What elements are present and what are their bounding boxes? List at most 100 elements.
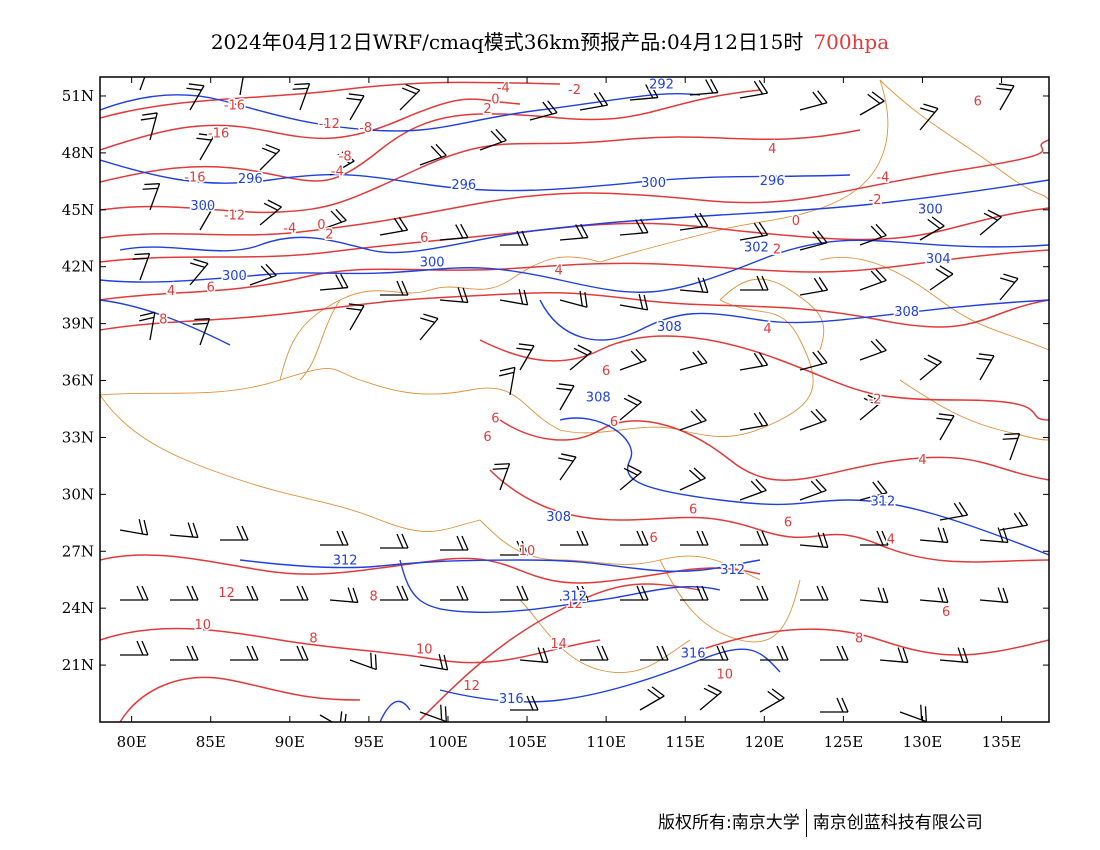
wind-barb bbox=[329, 151, 355, 176]
barb-feather bbox=[139, 316, 155, 322]
wind-barb bbox=[679, 277, 709, 294]
wind-barbs bbox=[119, 77, 1029, 722]
barb-feather bbox=[455, 224, 464, 239]
wind-barb bbox=[170, 645, 199, 661]
wind-barb bbox=[620, 585, 649, 601]
barb-feather bbox=[696, 585, 704, 601]
wind-barb bbox=[799, 90, 828, 111]
wind-barb bbox=[739, 478, 767, 501]
wind-barb bbox=[439, 287, 469, 304]
barb-feather bbox=[374, 654, 377, 670]
barb-feather bbox=[651, 686, 665, 697]
barb-staff bbox=[979, 599, 1008, 604]
temperature-label: 6 bbox=[784, 516, 792, 531]
barb-feather bbox=[584, 292, 588, 308]
barb-staff bbox=[349, 95, 365, 121]
barb-feather bbox=[580, 223, 589, 238]
barb-staff bbox=[379, 229, 408, 236]
barb-staff bbox=[479, 139, 507, 151]
barb-staff bbox=[679, 477, 706, 491]
barb-feather bbox=[490, 130, 503, 143]
wind-barb bbox=[419, 654, 449, 671]
height-label: 316 bbox=[499, 692, 524, 707]
height-contour bbox=[539, 299, 1049, 341]
barb-feather bbox=[423, 313, 439, 320]
height-contour bbox=[119, 179, 1049, 254]
barb-staff bbox=[939, 514, 968, 521]
barb-staff bbox=[419, 154, 447, 166]
wind-barb bbox=[192, 318, 211, 346]
wind-barb bbox=[820, 645, 849, 661]
barb-feather bbox=[526, 695, 534, 711]
barb-feather bbox=[812, 231, 823, 245]
height-label: 300 bbox=[641, 176, 666, 191]
barb-feather bbox=[1013, 512, 1024, 527]
barb-feather bbox=[816, 585, 824, 601]
barb-staff bbox=[329, 160, 355, 176]
wind-barb bbox=[979, 587, 1009, 604]
barb-feather bbox=[836, 645, 844, 661]
barb-feather bbox=[821, 585, 829, 601]
barb-feather bbox=[537, 647, 544, 663]
barb-feather bbox=[996, 87, 1012, 91]
barb-staff bbox=[499, 299, 528, 306]
barb-feather bbox=[187, 522, 194, 538]
barb-feather bbox=[942, 587, 949, 603]
barb-feather bbox=[136, 585, 144, 601]
temperature-label: 14 bbox=[550, 637, 567, 652]
barb-staff bbox=[559, 456, 577, 481]
height-label: 296 bbox=[760, 174, 785, 189]
barb-feather bbox=[776, 645, 784, 661]
barb-staff bbox=[559, 299, 588, 308]
barb-staff bbox=[799, 419, 827, 431]
wind-barb bbox=[170, 585, 199, 601]
lat-tick-label: 27N bbox=[62, 542, 94, 560]
barb-feather bbox=[937, 587, 944, 603]
temperature-label: 2 bbox=[483, 102, 491, 117]
height-labels: 292 296 296 296 300 300 300 302 304 300 300 308 308 3… bbox=[189, 77, 952, 709]
height-label: 296 bbox=[451, 178, 476, 193]
temperature-label: -4 bbox=[331, 165, 344, 180]
wind-barb bbox=[999, 273, 1019, 301]
latitude-axis: 51N 48N 45N 42N 39N 36N 33N 30N 27N 24N 21N bbox=[62, 87, 1049, 674]
wind-barb bbox=[619, 394, 642, 421]
barb-feather bbox=[689, 469, 702, 481]
barb-feather bbox=[920, 107, 935, 114]
wind-barb bbox=[759, 688, 785, 713]
barb-feather bbox=[927, 218, 941, 230]
barb-feather bbox=[703, 687, 718, 696]
wind-barb bbox=[859, 268, 887, 291]
barb-staff bbox=[319, 286, 348, 291]
wind-barb bbox=[220, 525, 249, 541]
barb-staff bbox=[529, 112, 558, 121]
barb-feather bbox=[396, 280, 404, 296]
height-contour bbox=[239, 559, 761, 573]
wind-barb bbox=[440, 585, 469, 601]
wind-barb bbox=[558, 453, 577, 481]
lat-tick-label: 48N bbox=[62, 144, 94, 162]
barb-feather bbox=[518, 343, 535, 347]
wind-barb bbox=[799, 532, 829, 549]
wind-barb bbox=[499, 366, 516, 396]
barb-feather bbox=[462, 287, 469, 303]
barb-staff bbox=[259, 206, 282, 226]
wind-barb bbox=[319, 208, 347, 231]
barb-feather bbox=[142, 112, 158, 116]
barb-feather bbox=[348, 303, 365, 307]
barb-feather bbox=[267, 199, 282, 208]
barb-staff bbox=[999, 278, 1019, 301]
barb-feather bbox=[601, 645, 609, 661]
height-contour bbox=[100, 239, 1049, 293]
temperature-label: 2 bbox=[325, 227, 333, 242]
wind-barb bbox=[919, 354, 942, 381]
barb-feather bbox=[936, 417, 952, 421]
wind-barb bbox=[510, 695, 539, 711]
height-contour bbox=[559, 417, 1049, 556]
barb-feather bbox=[822, 532, 829, 548]
wind-barb bbox=[346, 303, 365, 331]
wind-barb bbox=[500, 585, 529, 601]
height-label: 296 bbox=[238, 172, 263, 187]
barb-feather bbox=[920, 704, 923, 720]
wind-barb bbox=[169, 522, 199, 539]
